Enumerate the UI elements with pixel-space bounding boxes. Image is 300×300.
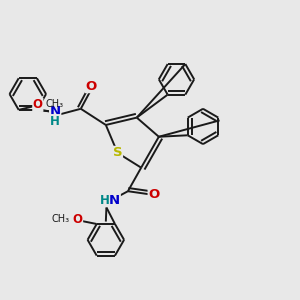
Text: CH₃: CH₃ xyxy=(46,99,64,109)
Text: S: S xyxy=(113,146,122,159)
Text: N: N xyxy=(50,105,61,118)
Text: O: O xyxy=(73,213,82,226)
Text: CH₃: CH₃ xyxy=(52,214,70,224)
Text: N: N xyxy=(109,194,120,207)
Text: O: O xyxy=(148,188,160,201)
Text: O: O xyxy=(85,80,97,93)
Text: H: H xyxy=(99,194,109,207)
Text: H: H xyxy=(50,115,60,128)
Text: O: O xyxy=(33,98,43,111)
